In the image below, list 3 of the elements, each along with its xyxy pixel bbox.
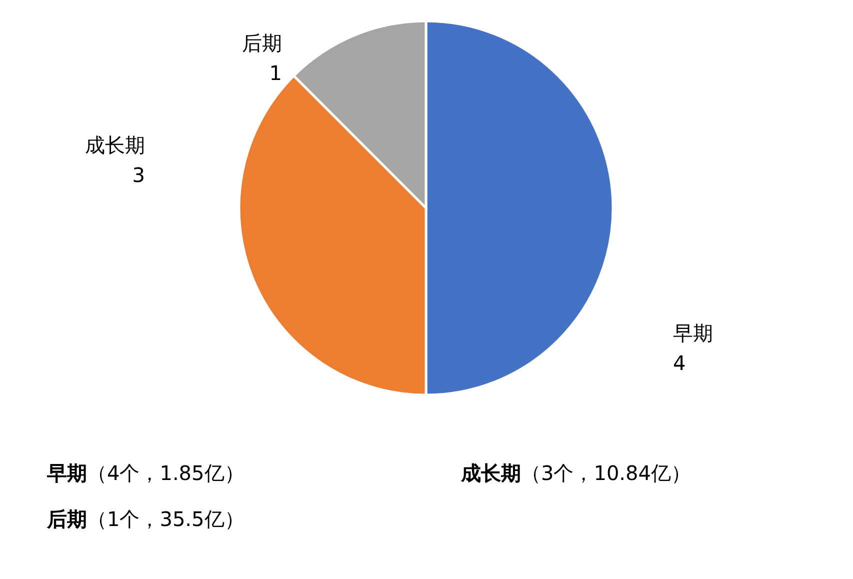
annotation: 成长期（3个，10.84亿） [461,461,691,485]
annotation: 后期（1个，35.5亿） [47,507,244,531]
annotation: 早期（4个，1.85亿） [47,461,244,485]
